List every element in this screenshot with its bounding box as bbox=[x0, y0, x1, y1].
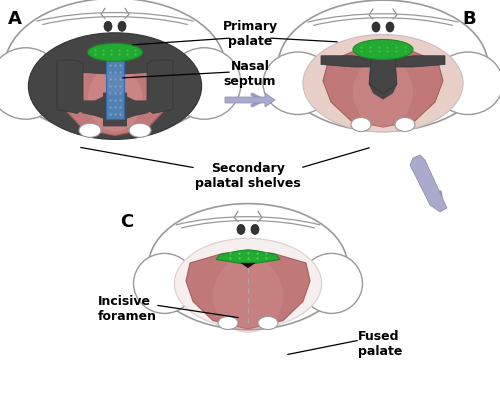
Polygon shape bbox=[323, 47, 443, 127]
Polygon shape bbox=[216, 250, 280, 264]
Ellipse shape bbox=[104, 21, 112, 31]
Ellipse shape bbox=[218, 316, 238, 330]
Polygon shape bbox=[321, 56, 373, 67]
Ellipse shape bbox=[303, 35, 463, 132]
Text: B: B bbox=[462, 10, 475, 28]
Ellipse shape bbox=[372, 22, 380, 32]
Polygon shape bbox=[59, 51, 171, 135]
Ellipse shape bbox=[433, 52, 500, 114]
Text: A: A bbox=[8, 10, 22, 28]
Ellipse shape bbox=[353, 39, 413, 60]
Ellipse shape bbox=[300, 253, 362, 314]
Ellipse shape bbox=[386, 22, 394, 32]
Ellipse shape bbox=[88, 43, 142, 61]
Ellipse shape bbox=[79, 123, 101, 137]
Ellipse shape bbox=[351, 118, 371, 131]
Text: C: C bbox=[120, 213, 133, 231]
Polygon shape bbox=[186, 251, 310, 329]
Ellipse shape bbox=[263, 52, 333, 114]
Ellipse shape bbox=[88, 66, 142, 132]
Ellipse shape bbox=[213, 258, 283, 333]
Ellipse shape bbox=[118, 21, 126, 31]
Polygon shape bbox=[393, 56, 445, 67]
Text: Nasal
septum: Nasal septum bbox=[224, 60, 276, 88]
Polygon shape bbox=[147, 60, 173, 113]
Polygon shape bbox=[369, 56, 397, 93]
Ellipse shape bbox=[251, 224, 259, 235]
Text: Fused
palate: Fused palate bbox=[358, 330, 403, 358]
Ellipse shape bbox=[237, 224, 245, 235]
Ellipse shape bbox=[174, 239, 322, 328]
Ellipse shape bbox=[134, 253, 196, 314]
Ellipse shape bbox=[353, 57, 413, 127]
Polygon shape bbox=[77, 93, 153, 127]
Ellipse shape bbox=[0, 48, 62, 119]
Text: Incisive
foramen: Incisive foramen bbox=[98, 295, 157, 323]
Ellipse shape bbox=[148, 204, 348, 330]
Ellipse shape bbox=[168, 48, 241, 119]
Polygon shape bbox=[410, 155, 447, 212]
Text: Primary
palate: Primary palate bbox=[222, 20, 278, 48]
Polygon shape bbox=[225, 93, 275, 107]
Bar bbox=[106, 60, 124, 118]
Ellipse shape bbox=[278, 0, 488, 131]
Ellipse shape bbox=[129, 123, 151, 137]
Ellipse shape bbox=[395, 118, 415, 131]
Polygon shape bbox=[369, 77, 397, 100]
Ellipse shape bbox=[28, 33, 202, 139]
Polygon shape bbox=[241, 263, 255, 268]
Polygon shape bbox=[57, 60, 83, 113]
Text: Secondary
palatal shelves: Secondary palatal shelves bbox=[195, 162, 301, 190]
Ellipse shape bbox=[47, 46, 183, 75]
Ellipse shape bbox=[258, 316, 278, 330]
Ellipse shape bbox=[5, 0, 225, 135]
